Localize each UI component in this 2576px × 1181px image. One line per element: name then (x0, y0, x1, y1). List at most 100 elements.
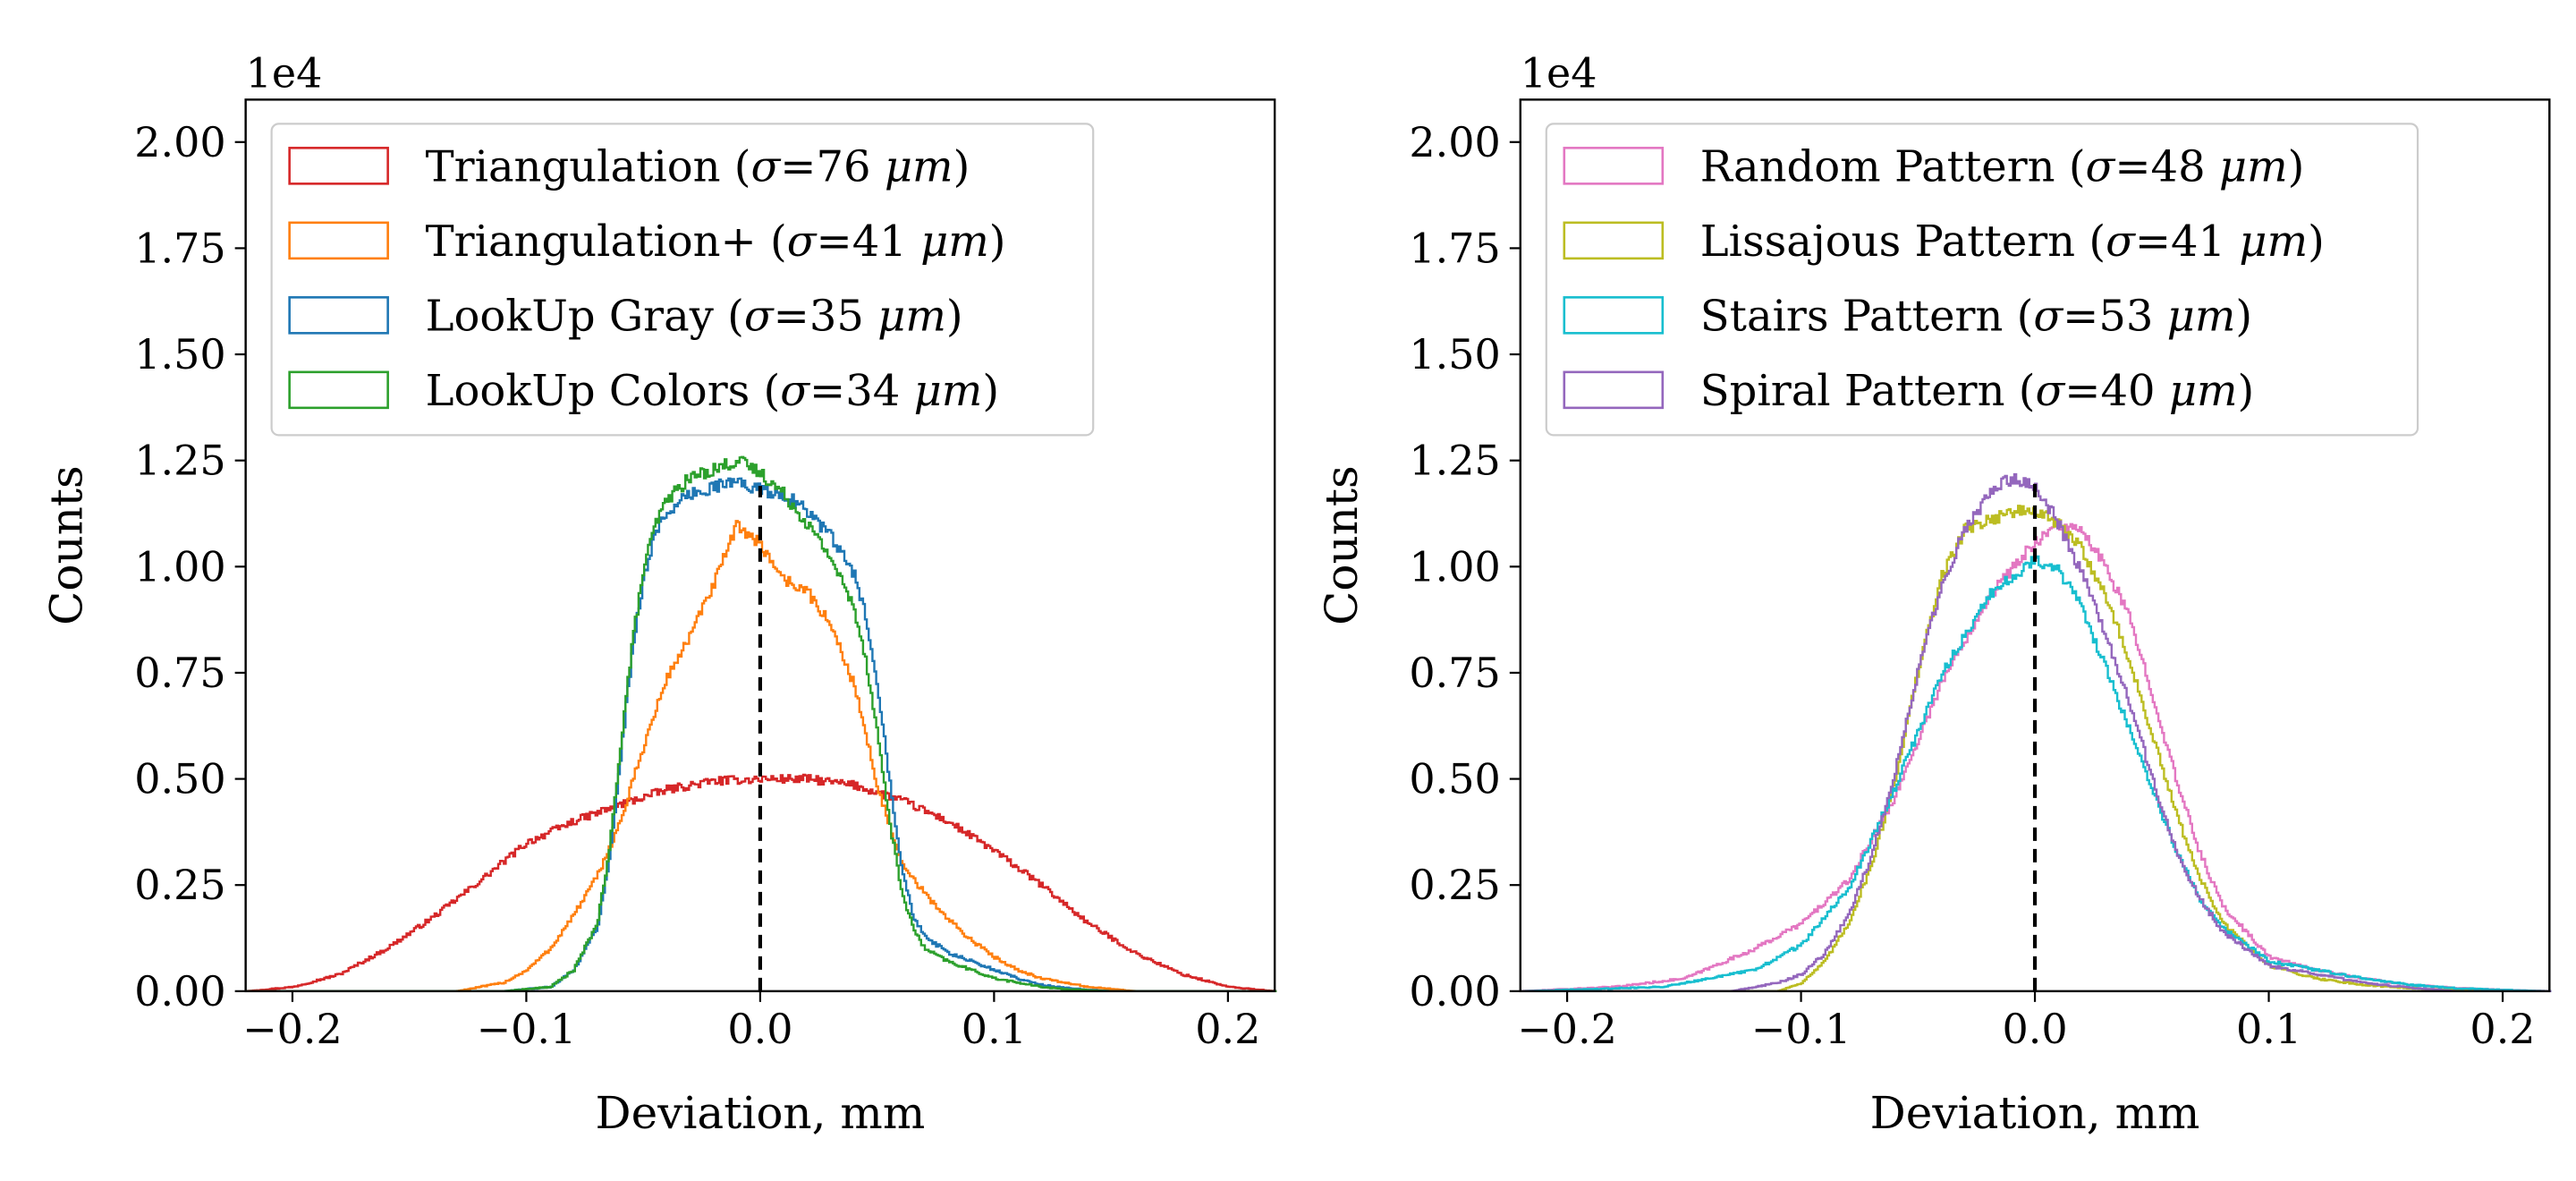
y-tick-label: 1.00 (1409, 542, 1500, 590)
x-tick-label: −0.2 (242, 1005, 343, 1053)
y-tick-label: 0.25 (1409, 861, 1500, 909)
y-offset-text: 1e4 (1521, 48, 1597, 97)
legend-label: Spiral Pattern (σ=40 μm) (1700, 366, 2255, 416)
legend-label-label-suffix: ) (989, 217, 1006, 267)
y-tick-label: 0.75 (134, 649, 225, 697)
y-tick-label: 0.00 (134, 967, 225, 1015)
legend-label: LookUp Gray (σ=35 μm) (426, 291, 963, 341)
legend-swatch (1563, 296, 1665, 335)
y-tick-label: 1.25 (134, 437, 225, 485)
x-tick-label: 0.1 (962, 1005, 1027, 1053)
legend-label-sigma-symbol: σ (744, 291, 775, 341)
legend-label-sigma-symbol: σ (2036, 366, 2066, 416)
legend-label-label-prefix: Random Pattern ( (1700, 141, 2086, 191)
legend-item: LookUp Colors (σ=34 μm) (288, 366, 999, 416)
legend-label-sigma-value: =41 (817, 217, 921, 267)
x-tick-label: −0.1 (477, 1005, 577, 1053)
legend-label-sigma-symbol: σ (2033, 291, 2063, 341)
y-tick-label: 1.00 (134, 542, 225, 590)
y-tick-label: 0.75 (1409, 649, 1500, 697)
legend-label-label-suffix: ) (2235, 291, 2252, 341)
legend: Triangulation (σ=76 μm)Triangulation+ (σ… (270, 123, 1095, 437)
legend-label: Lissajous Pattern (σ=41 μm) (1700, 217, 2325, 267)
y-tick-label: 1.50 (1409, 330, 1500, 378)
legend-swatch (1563, 370, 1665, 410)
legend-label-label-prefix: Stairs Pattern ( (1700, 291, 2034, 341)
y-tick-label: 0.25 (134, 861, 225, 909)
legend-label: Triangulation (σ=76 μm) (426, 141, 970, 191)
legend-item: Lissajous Pattern (σ=41 μm) (1563, 217, 2325, 267)
legend-label-unit: μm (877, 291, 946, 341)
y-axis-label: Counts (41, 465, 93, 625)
legend-label-sigma-value: =41 (2135, 217, 2240, 267)
legend-box (1545, 123, 2419, 437)
legend-label-unit: μm (2239, 217, 2308, 267)
y-tick-label: 1.75 (1409, 224, 1500, 272)
x-tick-label: 0.2 (1195, 1005, 1260, 1053)
histogram-series-triangulation (245, 773, 1277, 992)
legend-swatch (288, 147, 389, 185)
legend-label-label-prefix: Triangulation+ ( (426, 217, 787, 267)
legend-label-sigma-symbol: σ (787, 217, 818, 267)
x-tick-label: 0.2 (2470, 1005, 2535, 1053)
left-histogram-panel: −0.2 −0.1 0.0 0.1 0.2 0.00 0.25 0.50 0.75 1.00 1.2… (41, 48, 1277, 1139)
legend-label-sigma-symbol: σ (2106, 217, 2136, 267)
legend-label-sigma-symbol: σ (2086, 141, 2116, 191)
legend-label-unit: μm (2219, 141, 2288, 191)
histogram-series-spiral-pattern (1520, 472, 2552, 992)
x-tick-label: 0.0 (2002, 1005, 2067, 1053)
histogram-series-triangulation- (245, 520, 1277, 992)
legend-label-sigma-value: =35 (774, 291, 878, 341)
legend-label-unit: μm (914, 366, 983, 416)
legend-swatch (1563, 221, 1665, 260)
y-tick-label: 0.00 (1409, 967, 1500, 1015)
legend-label: LookUp Colors (σ=34 μm) (426, 366, 999, 416)
legend-swatch (1563, 147, 1665, 185)
legend-label-label-suffix: ) (2308, 217, 2325, 267)
legend-label-sigma-symbol: σ (751, 141, 782, 191)
x-tick-label: 0.1 (2236, 1005, 2301, 1053)
legend-label-label-prefix: Spiral Pattern ( (1700, 366, 2036, 416)
x-axis-label: Deviation, mm (596, 1087, 926, 1139)
y-tick-label: 2.00 (134, 118, 225, 166)
legend-box (270, 123, 1095, 437)
y-tick-label: 2.00 (1409, 118, 1500, 166)
legend-label-label-suffix: ) (982, 366, 999, 416)
x-tick-label: 0.0 (727, 1005, 792, 1053)
legend-label-label-prefix: Lissajous Pattern ( (1700, 217, 2106, 267)
legend-label: Triangulation+ (σ=41 μm) (426, 217, 1006, 267)
legend: Random Pattern (σ=48 μm)Lissajous Patter… (1545, 123, 2419, 437)
legend-item: Spiral Pattern (σ=40 μm) (1563, 366, 2255, 416)
x-tick-label: −0.2 (1517, 1005, 1617, 1053)
legend-label-unit: μm (2169, 366, 2238, 416)
legend-label: Random Pattern (σ=48 μm) (1700, 141, 2305, 191)
legend-label-label-suffix: ) (953, 141, 970, 191)
legend-swatch (288, 370, 389, 410)
legend-label-sigma-value: =48 (2114, 141, 2219, 191)
legend-swatch (288, 296, 389, 335)
legend-label-sigma-symbol: σ (780, 366, 810, 416)
x-axis-label: Deviation, mm (1870, 1087, 2200, 1139)
legend-label-sigma-value: =76 (780, 141, 885, 191)
legend-label-label-suffix: ) (2238, 366, 2255, 416)
legend-label-unit: μm (2167, 291, 2236, 341)
y-tick-label: 0.50 (134, 755, 225, 803)
y-axis-label: Counts (1316, 465, 1368, 625)
legend-item: Random Pattern (σ=48 μm) (1563, 141, 2305, 191)
y-tick-label: 0.50 (1409, 755, 1500, 803)
legend-label-sigma-value: =34 (809, 366, 914, 416)
legend-label-unit: μm (885, 141, 953, 191)
y-tick-label: 1.75 (134, 224, 225, 272)
legend-label-label-prefix: LookUp Gray ( (426, 291, 744, 341)
legend-label-sigma-value: =53 (2063, 291, 2167, 341)
legend-label-label-suffix: ) (946, 291, 963, 341)
legend-label-sigma-value: =40 (2064, 366, 2169, 416)
legend-item: Triangulation (σ=76 μm) (288, 141, 970, 191)
legend-item: LookUp Gray (σ=35 μm) (288, 291, 963, 341)
y-tick-label: 1.25 (1409, 437, 1500, 485)
legend-label-label-prefix: LookUp Colors ( (426, 366, 781, 416)
histogram-series-lissajous-pattern (1520, 505, 2552, 992)
y-tick-label: 1.50 (134, 330, 225, 378)
legend-item: Triangulation+ (σ=41 μm) (288, 217, 1006, 267)
